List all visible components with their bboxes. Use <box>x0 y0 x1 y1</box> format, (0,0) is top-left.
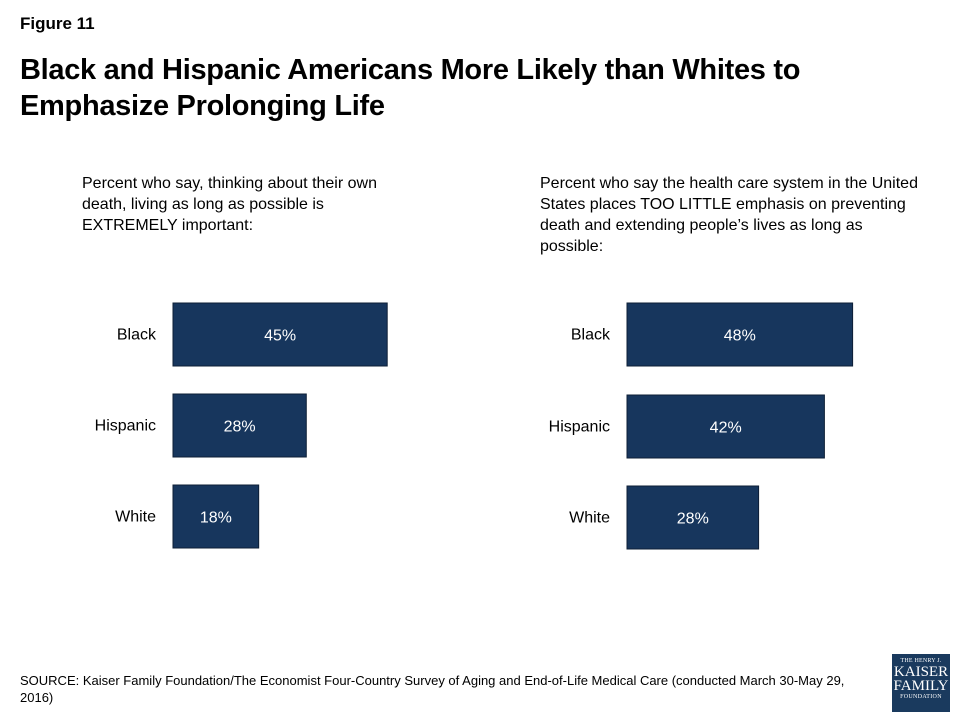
data-label-hispanic: 28% <box>224 419 256 436</box>
data-label-black: 48% <box>724 328 756 345</box>
data-label-hispanic: 42% <box>710 420 742 437</box>
left-chart: Black 45% Hispanic 28% White 18% <box>95 302 388 549</box>
logo-line-1: THE HENRY J. <box>900 658 942 664</box>
category-label-black: Black <box>117 327 157 344</box>
logo-line-2: KAISER <box>893 664 949 680</box>
category-label-hispanic: Hispanic <box>549 419 610 436</box>
bar-black <box>172 302 388 367</box>
category-label-white: White <box>569 510 610 527</box>
kff-logo: THE HENRY J. KAISER FAMILY FOUNDATION <box>892 654 950 712</box>
data-label-black: 45% <box>264 328 296 345</box>
bar-hispanic <box>626 394 825 459</box>
bar-white <box>626 485 760 550</box>
bar-white <box>172 484 260 549</box>
figure-label: Figure 11 <box>20 14 95 33</box>
chart-title: Black and Hispanic Americans More Likely… <box>20 54 801 122</box>
data-label-white: 28% <box>677 511 709 528</box>
left-chart-subtitle: Percent who say, thinking about their ow… <box>82 175 377 234</box>
data-label-white: 18% <box>200 510 232 527</box>
logo-line-4: FOUNDATION <box>900 694 942 700</box>
category-label-white: White <box>115 509 156 526</box>
right-chart-subtitle: Percent who say the health care system i… <box>540 175 918 255</box>
right-chart: Black 48% Hispanic 42% White 28% <box>549 302 854 550</box>
logo-line-3: FAMILY <box>893 678 949 694</box>
category-label-black: Black <box>571 327 611 344</box>
source-note: SOURCE: Kaiser Family Foundation/The Eco… <box>20 673 845 705</box>
bar-black <box>626 302 854 367</box>
category-label-hispanic: Hispanic <box>95 418 156 435</box>
bar-hispanic <box>172 393 307 458</box>
